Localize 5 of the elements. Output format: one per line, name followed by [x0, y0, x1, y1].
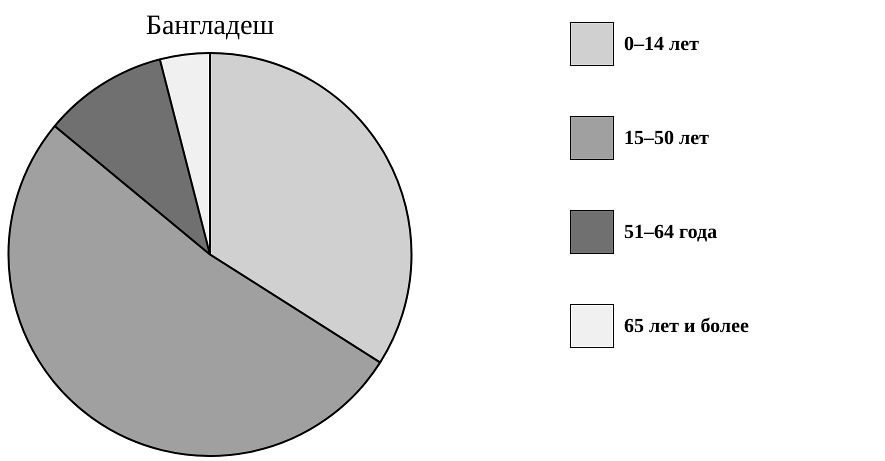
- legend-label: 15–50 лет: [624, 126, 709, 150]
- legend-label: 65 лет и более: [624, 314, 749, 338]
- legend-label: 51–64 года: [624, 220, 718, 244]
- legend-label: 0–14 лет: [624, 32, 699, 56]
- chart-title: Бангладеш: [144, 10, 276, 42]
